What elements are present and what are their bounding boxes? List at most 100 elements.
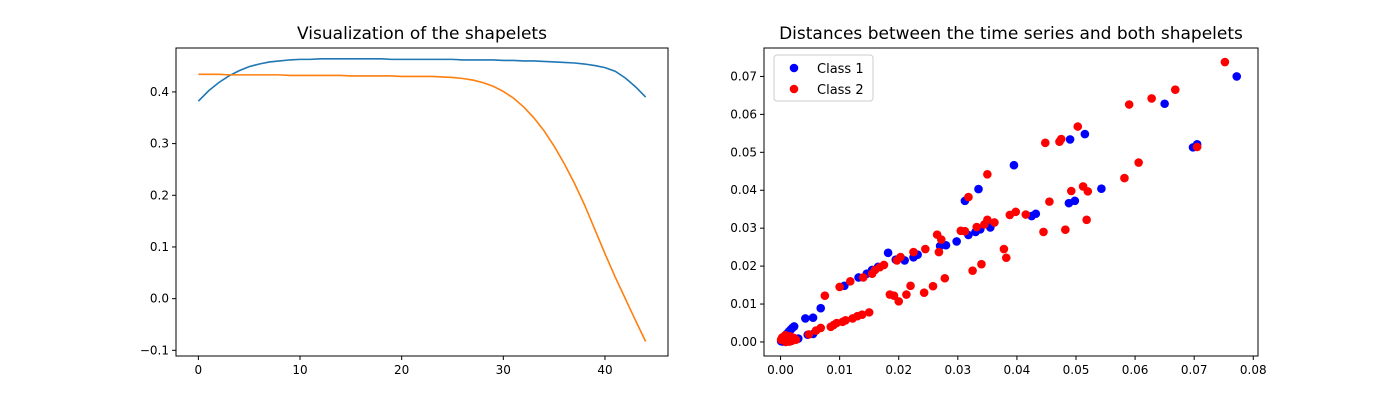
scatter-point-class-2	[1066, 186, 1076, 196]
scatter-point-class-2	[936, 235, 946, 244]
scatter-point-class-2	[780, 330, 790, 340]
series-line-2	[198, 73, 647, 342]
scatter-point-class-1	[789, 322, 799, 331]
scatter-point-class-2	[1082, 215, 1091, 225]
y-tick-label: 0.1	[150, 240, 169, 254]
x-tick-label: 20	[394, 363, 409, 377]
scatter-point-class-2	[1021, 210, 1031, 219]
x-tick-label: 40	[597, 363, 612, 377]
x-tick-label: 0.05	[1063, 363, 1090, 377]
scatter-point-class-2	[785, 337, 794, 346]
scatter-point-class-2	[894, 297, 904, 306]
scatter-point-class-2	[1061, 225, 1070, 234]
legend-marker-class-1	[789, 63, 799, 73]
y-tick-label: 0.05	[730, 145, 757, 159]
plot-frame	[763, 47, 1259, 357]
scatter-point-class-2	[1192, 142, 1202, 152]
scatter-point-class-1	[941, 240, 951, 250]
scatter-point-class-2	[845, 276, 855, 286]
y-tick-label: 0.01	[730, 297, 757, 311]
scatter-point-class-2	[928, 281, 938, 291]
scatter-point-class-2	[960, 226, 970, 236]
scatter-point-class-2	[857, 310, 867, 319]
legend-label: Class 2	[817, 83, 864, 98]
shapelets-line-chart: Visualization of the shapelets 0 10 20 30 40 −…	[140, 24, 669, 377]
series-line-1	[197, 58, 647, 102]
x-tick-label: 0.02	[885, 363, 912, 377]
y-tick-label: 0.07	[730, 69, 757, 83]
y-tick-label: 0.04	[730, 183, 757, 197]
scatter-point-class-1	[808, 313, 818, 322]
x-tick-label: 0	[195, 363, 203, 377]
scatter-point-class-2	[1039, 227, 1048, 237]
scatter-point-class-1	[1031, 209, 1041, 219]
scatter-point-class-2	[820, 291, 830, 300]
scatter-point-class-2	[1011, 207, 1021, 217]
scatter-point-class-1	[952, 237, 961, 246]
scatter-point-class-2	[1083, 187, 1093, 196]
scatter-point-class-2	[919, 288, 929, 297]
scatter-point-class-1	[1009, 160, 1019, 170]
scatter-point-class-2	[1134, 158, 1143, 167]
scatter-point-class-2	[889, 291, 899, 300]
y-tick-label: 0.4	[150, 85, 169, 99]
scatter-point-class-1	[1232, 72, 1242, 81]
y-tick-label: 0.3	[150, 137, 169, 151]
x-tick-label: 0.03	[944, 363, 971, 377]
y-tick-label: 0.03	[730, 221, 757, 235]
scatter-point-class-1	[1097, 184, 1106, 194]
scatter-point-class-2	[968, 266, 977, 275]
scatter-point-class-2	[983, 215, 992, 225]
scatter-point-class-2	[816, 323, 826, 333]
y-tick-label: 0.2	[150, 188, 169, 202]
scatter-point-class-2	[1056, 134, 1066, 144]
chart-title: Visualization of the shapelets	[297, 24, 547, 44]
scatter-point-class-2	[940, 273, 950, 283]
scatter-point-class-2	[1147, 94, 1156, 103]
x-tick-label: 30	[496, 363, 511, 377]
scatter-point-class-2	[1120, 173, 1129, 183]
x-tick-label: 0.00	[767, 363, 794, 377]
scatter-point-class-2	[909, 247, 918, 257]
x-tick-label: 0.06	[1122, 363, 1149, 377]
x-tick-label: 0.07	[1181, 363, 1208, 377]
y-tick-label: 0.0	[150, 292, 169, 306]
scatter-point-class-2	[972, 222, 982, 232]
scatter-point-class-2	[902, 290, 911, 299]
scatter-point-class-2	[964, 192, 973, 202]
y-tick-label: 0.06	[730, 107, 757, 121]
scatter-point-class-2	[983, 170, 992, 179]
scatter-point-class-2	[804, 330, 814, 339]
scatter-point-class-2	[999, 244, 1009, 254]
x-tick-label: 0.04	[1004, 363, 1031, 377]
chart-title: Distances between the time series and bo…	[779, 24, 1243, 44]
legend-marker-class-2	[789, 84, 799, 94]
scatter-point-class-2	[1220, 57, 1230, 67]
x-tick-label: 0.08	[1240, 363, 1267, 377]
legend	[773, 54, 874, 102]
scatter-point-class-2	[990, 218, 999, 227]
scatter-point-class-1	[883, 248, 893, 258]
legend-label: Class 1	[817, 62, 864, 77]
scatter-point-class-2	[791, 335, 801, 344]
scatter-point-class-2	[835, 282, 844, 292]
scatter-point-class-2	[906, 281, 915, 291]
scatter-point-class-2	[1040, 138, 1050, 148]
scatter-point-class-1	[1160, 99, 1169, 109]
scatter-point-class-1	[1070, 196, 1080, 206]
y-tick-label: 0.02	[730, 259, 757, 273]
scatter-point-class-1	[801, 314, 810, 323]
scatter-point-class-2	[879, 260, 889, 270]
scatter-point-class-2	[934, 247, 944, 257]
plot-frame	[175, 47, 669, 357]
y-tick-label: −0.1	[140, 343, 169, 357]
scatter-point-class-2	[858, 273, 868, 282]
scatter-point-class-2	[977, 259, 986, 269]
scatter-point-class-2	[1124, 100, 1134, 109]
x-tick-label: 0.01	[826, 363, 853, 377]
scatter-point-class-2	[841, 316, 850, 325]
scatter-point-class-2	[1001, 253, 1011, 263]
scatter-point-class-2	[896, 252, 905, 262]
scatter-point-class-2	[1170, 85, 1180, 95]
